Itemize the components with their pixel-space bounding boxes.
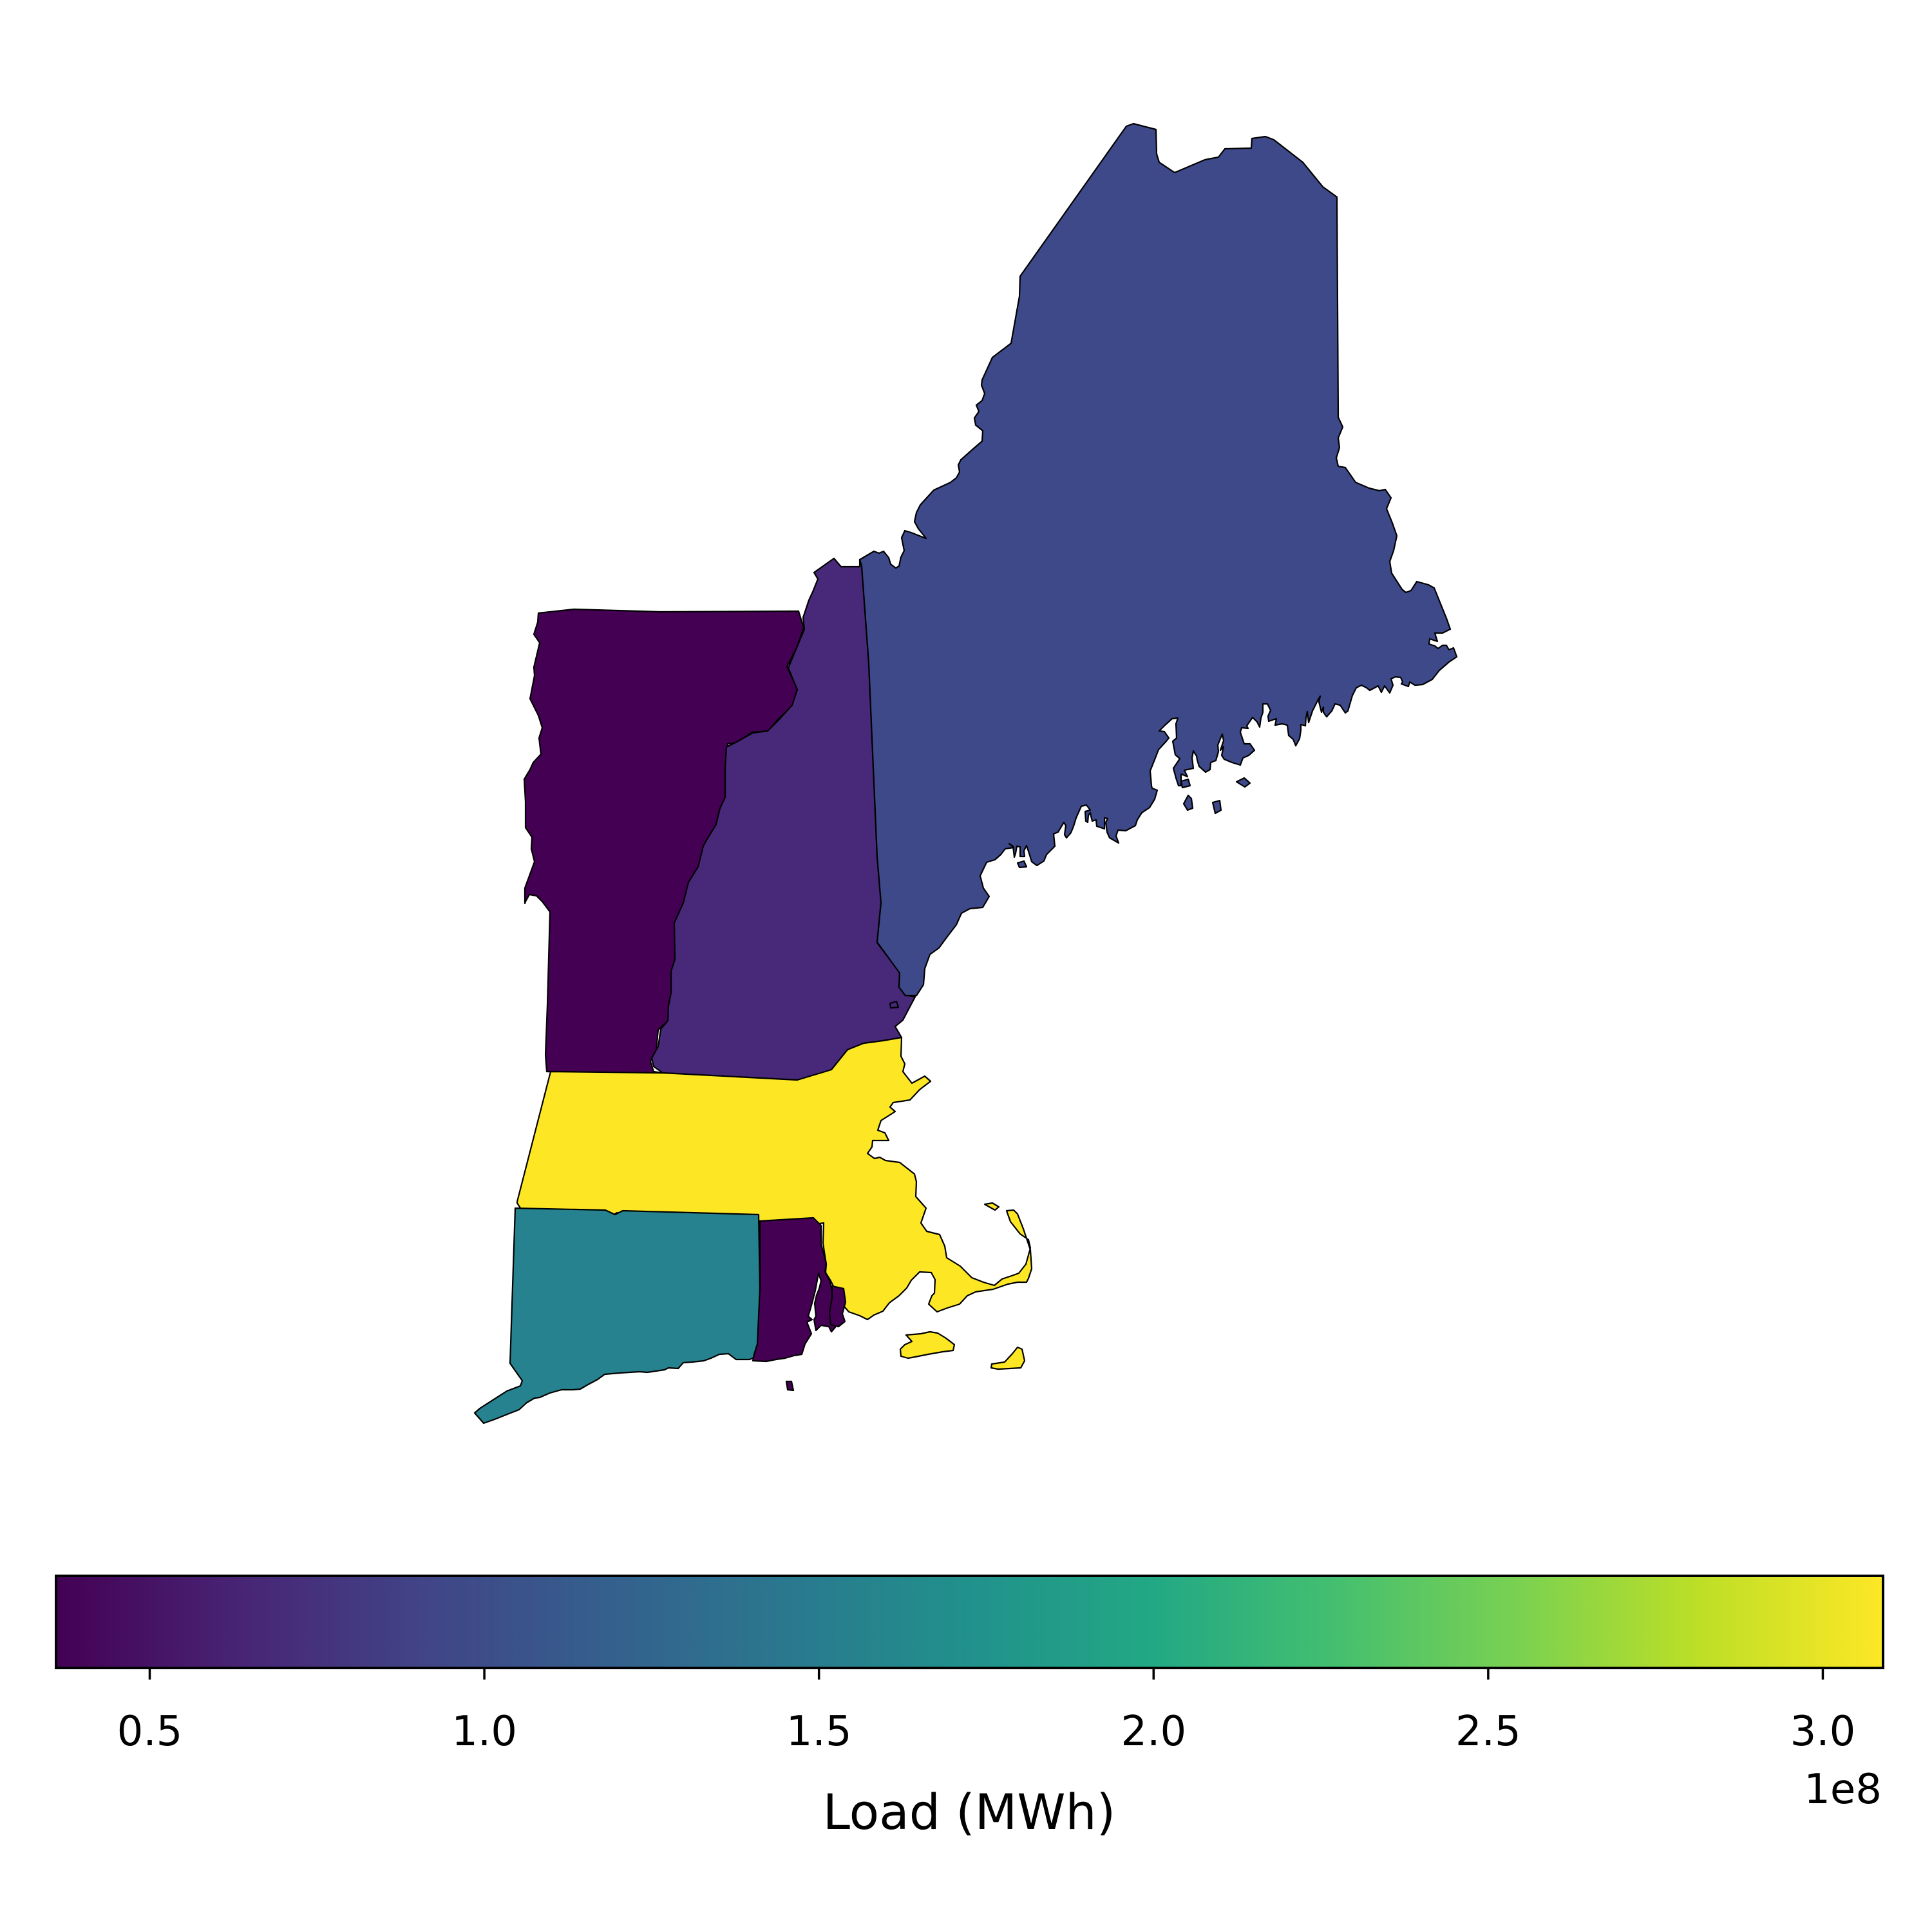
island-marthas-vineyard — [899, 1331, 956, 1359]
island-aquidneck — [828, 1285, 847, 1328]
colorbar-tick-label: 1.0 — [451, 1708, 517, 1756]
colorbar-gradient — [55, 1575, 1884, 1669]
state-maine — [858, 122, 1458, 997]
island-me-coast-2 — [1182, 794, 1194, 811]
island-monomoy — [983, 1202, 1000, 1211]
colorbar-tick-label: 2.0 — [1121, 1708, 1186, 1756]
state-connecticut — [473, 1207, 761, 1425]
colorbar: 0.5 1.0 1.5 2.0 2.5 3.0 Load (MWh) 1e8 — [55, 1575, 1884, 1841]
state-rhode-island — [752, 1217, 837, 1363]
colorbar-tick-label: 1.5 — [786, 1708, 852, 1756]
island-me-coast-1 — [1180, 778, 1191, 789]
island-isles-of-shoals — [889, 1000, 900, 1009]
island-nantucket — [990, 1346, 1026, 1370]
island-me-coast-5 — [1016, 860, 1028, 869]
colorbar-tick-label: 2.5 — [1455, 1708, 1521, 1756]
colorbar-label: Load (MWh) — [823, 1783, 1116, 1841]
colorbar-offset-text: 1e8 — [1804, 1766, 1882, 1814]
state-new-hampshire — [650, 557, 916, 1081]
island-me-coast-3 — [1211, 799, 1222, 815]
colorbar-tick-label: 0.5 — [117, 1708, 183, 1756]
island-block-island — [785, 1380, 795, 1392]
new-england-map — [473, 122, 1458, 1425]
island-me-coast-4 — [1235, 777, 1251, 788]
colorbar-tick-label: 3.0 — [1790, 1708, 1856, 1756]
colorbar-ticks: 0.5 1.0 1.5 2.0 2.5 3.0 — [117, 1668, 1856, 1756]
